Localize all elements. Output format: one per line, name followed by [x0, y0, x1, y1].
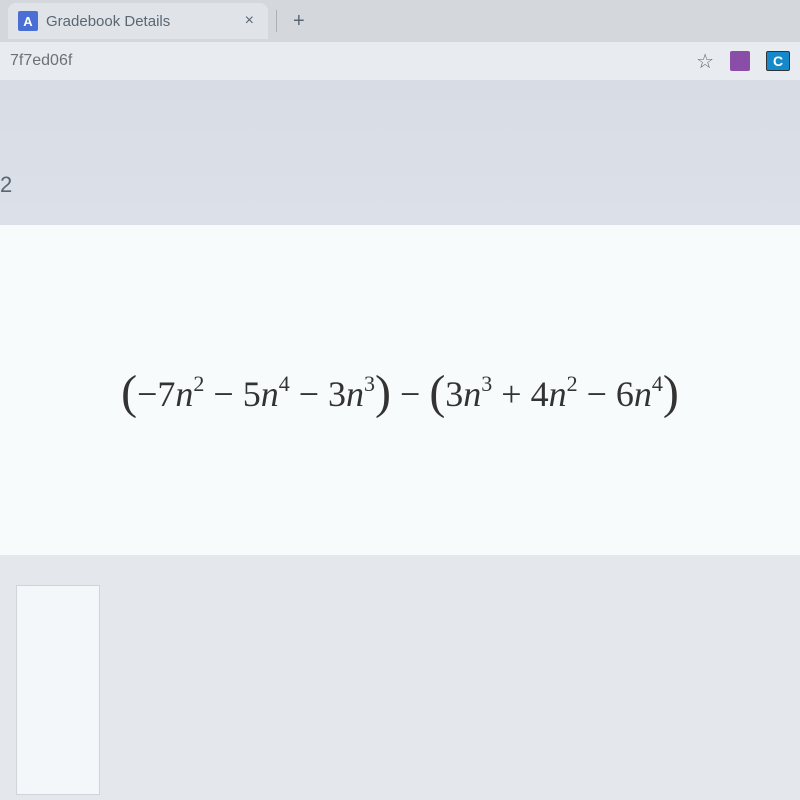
g2-op1: + [492, 374, 530, 414]
g1-t3-exp: 3 [364, 371, 375, 396]
tab-bar: A Gradebook Details × + [0, 0, 800, 42]
g1-op1: − [204, 374, 242, 414]
new-tab-button[interactable]: + [285, 10, 313, 33]
url-bar: 7f7ed06f ☆ C [0, 42, 800, 80]
g2-t1-exp: 3 [481, 371, 492, 396]
header-strip [0, 80, 800, 225]
g2-t2-coef: 4 [531, 374, 549, 414]
bookmark-star-icon[interactable]: ☆ [696, 49, 714, 74]
g2-op2: − [578, 374, 616, 414]
g1-t2-var: n [261, 374, 279, 414]
right-paren-2: ) [663, 366, 679, 419]
g1-t1-coef: −7 [137, 374, 175, 414]
bottom-area [0, 555, 800, 800]
g1-t3-coef: 3 [328, 374, 346, 414]
extension-c-label: C [773, 53, 783, 69]
url-fragment: 7f7ed06f [10, 52, 72, 70]
g2-t3-var: n [634, 374, 652, 414]
g2-t2-exp: 2 [567, 371, 578, 396]
g1-t2-coef: 5 [243, 374, 261, 414]
g2-t3-exp: 4 [652, 371, 663, 396]
right-paren-1: ) [375, 366, 391, 419]
answer-box[interactable] [16, 585, 100, 795]
left-paren-2: ( [429, 366, 445, 419]
close-tab-icon[interactable]: × [241, 12, 258, 30]
g2-t2-var: n [549, 374, 567, 414]
g1-t1-exp: 2 [193, 371, 204, 396]
g2-t1-var: n [463, 374, 481, 414]
g2-t3-coef: 6 [616, 374, 634, 414]
g1-op2: − [290, 374, 328, 414]
extension-c-icon[interactable]: C [766, 51, 790, 71]
g1-t2-exp: 4 [279, 371, 290, 396]
question-number: 2 [0, 172, 12, 198]
url-actions: ☆ C [696, 49, 790, 74]
tab-divider [276, 10, 277, 32]
tab-favicon: A [18, 11, 38, 31]
favicon-letter: A [23, 14, 32, 29]
math-expression: (−7n2 − 5n4 − 3n3) − (3n3 + 4n2 − 6n4) [121, 363, 679, 418]
browser-tab[interactable]: A Gradebook Details × [8, 3, 268, 39]
equation-panel: (−7n2 − 5n4 − 3n3) − (3n3 + 4n2 − 6n4) [0, 225, 800, 555]
g2-t1-coef: 3 [445, 374, 463, 414]
tab-title: Gradebook Details [46, 13, 233, 30]
g1-t3-var: n [346, 374, 364, 414]
left-paren-1: ( [121, 366, 137, 419]
extension-puzzle-icon[interactable] [730, 51, 750, 71]
middle-op: − [391, 374, 429, 414]
page-content: 2 (−7n2 − 5n4 − 3n3) − (3n3 + 4n2 − 6n4) [0, 80, 800, 800]
g1-t1-var: n [175, 374, 193, 414]
